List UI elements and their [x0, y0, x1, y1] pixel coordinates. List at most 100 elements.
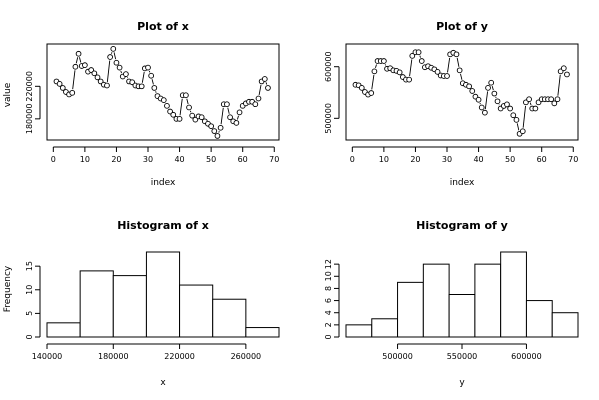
- data-point: [94, 74, 101, 81]
- histogram-bar: [79, 270, 114, 338]
- x-axis-label: index: [151, 178, 176, 188]
- x-tick-label: 20: [410, 155, 420, 164]
- series-segment: [258, 84, 262, 96]
- series-segment: [120, 70, 122, 74]
- data-point: [217, 124, 224, 131]
- histogram-bar: [212, 298, 247, 338]
- data-point: [466, 83, 472, 90]
- series-segment: [491, 86, 494, 91]
- panel-plot-of-y: Plot of y index 0 10 20 30 40 50 60 70 500000 600…: [324, 20, 579, 188]
- data-point: [358, 85, 365, 91]
- data-point: [551, 100, 558, 107]
- x-tick-label: 40: [473, 155, 483, 164]
- data-point: [434, 69, 441, 75]
- y-tick-label: 10: [324, 271, 333, 281]
- x-tick-label: 70: [269, 155, 279, 164]
- series-segment: [72, 70, 76, 90]
- series-segment: [522, 105, 526, 128]
- y-tick-label: 600000: [324, 51, 333, 82]
- series-segment: [106, 60, 111, 82]
- y-tick-label: 0: [25, 334, 34, 339]
- data-point: [510, 112, 517, 119]
- x-tick-label: 20: [111, 155, 121, 164]
- data-point: [151, 85, 158, 91]
- x-tick-label: 140000: [32, 352, 63, 361]
- y-tick-label: 12: [324, 259, 333, 269]
- data-point: [123, 71, 129, 77]
- histogram-bar: [371, 318, 399, 338]
- y-tick-label: 2: [324, 322, 333, 327]
- data-point: [444, 73, 450, 79]
- data-point: [233, 120, 240, 126]
- x-tick-label: 180000: [98, 352, 129, 361]
- data-point: [138, 83, 145, 90]
- x-tick-label: 50: [505, 155, 515, 164]
- data-point: [494, 98, 501, 105]
- data-point: [145, 64, 151, 71]
- data-point: [104, 82, 110, 89]
- x-axis-label: x: [160, 378, 166, 388]
- x-axis-label: y: [459, 378, 465, 388]
- x-tick-label: 70: [568, 155, 578, 164]
- histogram-bar: [245, 327, 280, 338]
- series-segment: [419, 55, 421, 58]
- data-point: [82, 62, 88, 69]
- data-point: [560, 65, 567, 72]
- y-axis-label: Frequency: [3, 265, 13, 312]
- data-point: [371, 68, 378, 75]
- x-tick-label: 30: [442, 155, 452, 164]
- data-point: [478, 104, 485, 111]
- data-point: [186, 104, 192, 111]
- x-tick-label: 0: [350, 155, 355, 164]
- series-segment: [111, 52, 113, 54]
- data-point: [507, 105, 513, 112]
- x-tick-label: 60: [238, 155, 248, 164]
- histogram-bar: [422, 263, 450, 338]
- x-tick-label: 10: [80, 155, 90, 164]
- data-point: [189, 112, 196, 119]
- x-tick-label: 220000: [164, 352, 195, 361]
- data-point: [72, 63, 79, 70]
- data-point: [261, 76, 268, 82]
- plot-frame: [46, 43, 280, 141]
- x-tick-label: 40: [174, 155, 184, 164]
- histogram-bar: [525, 300, 553, 338]
- data-point: [183, 92, 189, 99]
- data-point: [160, 97, 167, 103]
- data-point: [564, 71, 570, 78]
- data-point: [176, 115, 183, 122]
- histogram-bar: [397, 281, 424, 338]
- data-point: [148, 72, 155, 79]
- y-tick-label: 5: [25, 311, 34, 316]
- series-segment: [79, 57, 82, 63]
- data-point: [526, 96, 532, 103]
- histogram-bar: [145, 251, 181, 338]
- histogram-bar: [500, 251, 527, 338]
- x-tick-label: 60: [537, 155, 547, 164]
- plot-frame: [345, 43, 579, 141]
- series-segment: [220, 107, 224, 125]
- data-point: [91, 70, 98, 77]
- data-point: [265, 85, 271, 91]
- data-point: [164, 102, 170, 109]
- series-segment: [447, 57, 451, 73]
- data-point: [513, 117, 520, 123]
- series-segment: [529, 102, 532, 106]
- data-point: [488, 79, 495, 86]
- data-point: [469, 88, 476, 94]
- data-point: [211, 128, 218, 134]
- series-segment: [141, 71, 145, 83]
- x-tick-label: 30: [143, 155, 153, 164]
- data-point: [116, 64, 123, 71]
- panel-histogram-of-x: Histogram of x x Frequency 140000 180000 2…: [3, 219, 280, 388]
- data-point: [224, 101, 230, 108]
- data-point: [482, 109, 488, 116]
- data-point: [75, 50, 82, 57]
- chart-title: Histogram of x: [117, 219, 209, 232]
- data-point: [227, 114, 233, 121]
- data-point: [554, 96, 561, 103]
- data-point: [368, 90, 375, 96]
- series-segment: [75, 57, 79, 64]
- series-segment: [155, 91, 157, 93]
